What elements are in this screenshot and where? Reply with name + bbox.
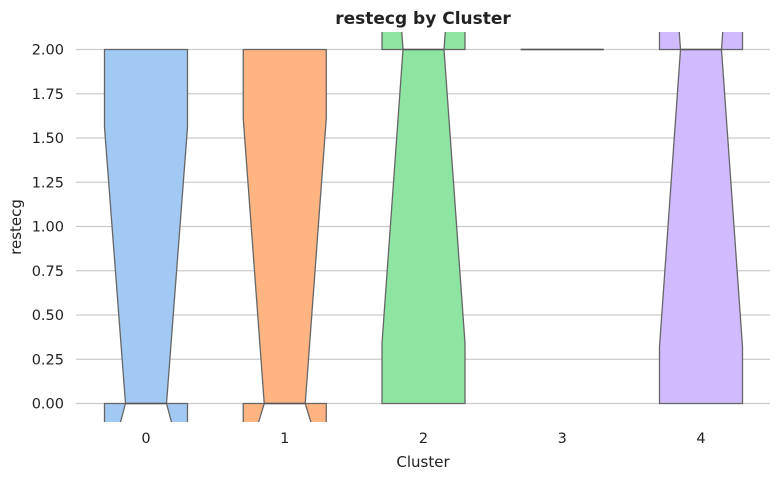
x-tick-labels: 0 1 2 3 4 [141,431,705,447]
y-tick-label: 1.25 [32,175,64,191]
y-tick-label: 0.25 [32,352,64,368]
y-tick-label: 1.50 [32,131,64,147]
box-series [103,32,744,422]
box-body [242,48,327,422]
box-cluster-0 [103,48,189,422]
y-tick-labels: 0.00 0.25 0.50 0.75 1.00 1.25 1.50 1.75 2.00 [32,43,64,413]
box-cluster-4 [658,32,744,405]
box-body [103,48,189,422]
y-tick-label: 2.00 [32,43,64,59]
y-tick-label: 1.75 [32,87,64,103]
box-body [658,32,744,405]
x-tick-label: 1 [280,431,289,447]
y-tick-label: 0.00 [32,397,64,413]
x-axis-label: Cluster [396,453,450,471]
x-tick-label: 4 [696,431,705,447]
box-body [381,32,466,405]
x-tick-label: 0 [141,431,150,447]
y-tick-label: 0.75 [32,264,64,280]
chart-title: restecg by Cluster [335,9,511,29]
y-axis-label: restecg [7,199,25,255]
y-tick-label: 0.50 [32,308,64,324]
y-tick-label: 1.00 [32,220,64,236]
x-tick-label: 2 [419,431,428,447]
x-tick-label: 3 [558,431,567,447]
box-cluster-2 [381,32,466,405]
box-cluster-1 [242,48,327,422]
